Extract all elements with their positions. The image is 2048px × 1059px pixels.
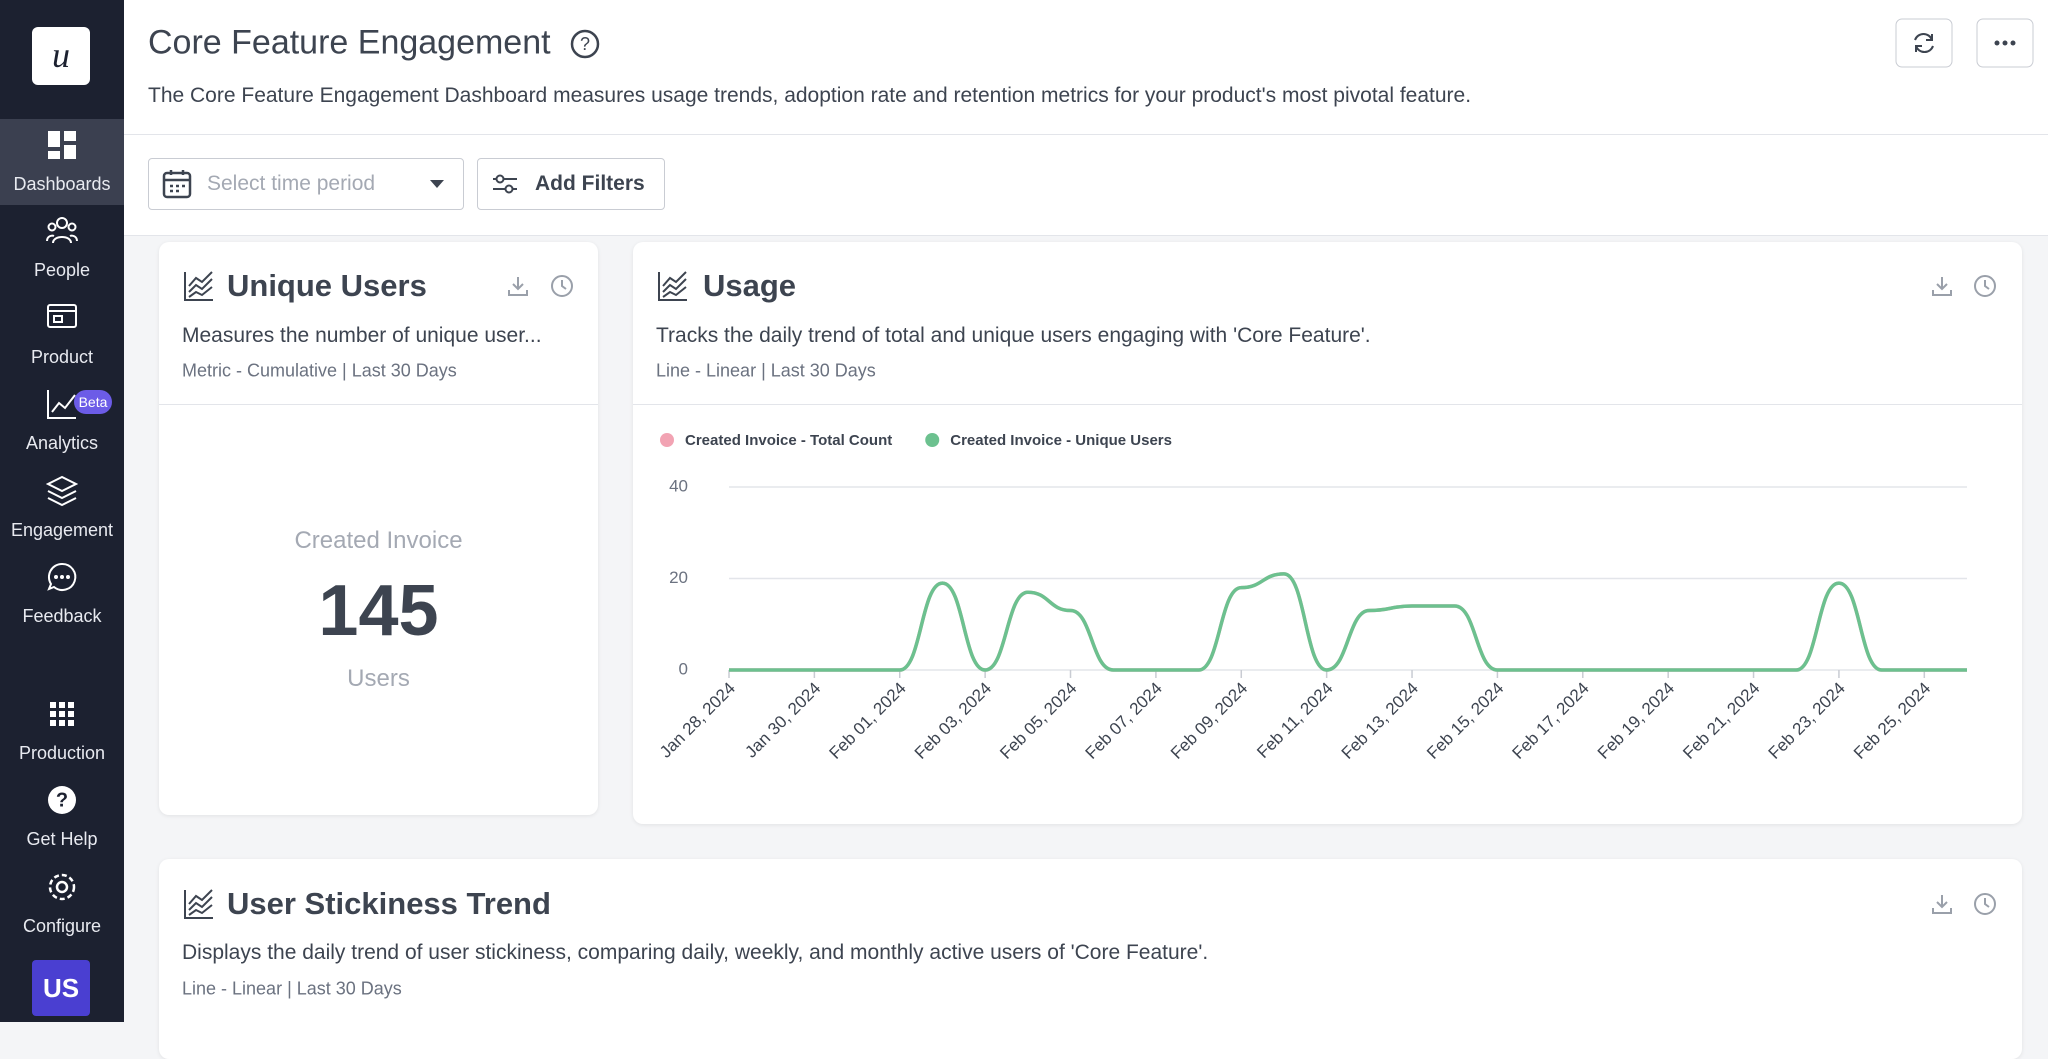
card-meta: Line - Linear | Last 30 Days: [656, 360, 876, 381]
beta-badge: Beta: [74, 390, 112, 414]
nav-label: Engagement: [10, 520, 114, 540]
metric-value: 145: [318, 571, 439, 651]
x-tick-label: Feb 09, 2024: [1167, 679, 1251, 763]
icon: [47, 390, 76, 419]
x-tick-label: Feb 05, 2024: [996, 679, 1080, 763]
logo[interactable]: u: [32, 27, 90, 85]
x-tick-label: Feb 23, 2024: [1765, 679, 1849, 763]
nav-item[interactable]: ? Get Help: [0, 774, 124, 860]
x-tick-label: Feb 15, 2024: [1423, 679, 1507, 763]
history-icon[interactable]: [1973, 892, 1997, 916]
nav-item[interactable]: Configure: [0, 861, 124, 947]
series-line: [729, 572, 1967, 672]
nav-label: Dashboards: [13, 174, 111, 194]
x-tick-label: Feb 01, 2024: [825, 679, 909, 763]
x-tick-label: Feb 07, 2024: [1082, 679, 1166, 763]
sidebar: u Dashboards People Product Analytics Be…: [0, 0, 124, 1022]
avatar[interactable]: US: [32, 960, 90, 1016]
card-description: Measures the number of unique user...: [182, 324, 542, 347]
history-icon[interactable]: [550, 274, 574, 298]
divider: [633, 404, 2022, 405]
nav-label: Production: [18, 743, 106, 763]
icon: [48, 131, 76, 159]
nav-label: Get Help: [26, 829, 98, 849]
legend-label: Created Invoice - Unique Users: [950, 432, 1172, 449]
y-tick-label: 20: [669, 568, 688, 587]
chart-card: User Stickiness Trend Displays the daily…: [159, 859, 2022, 1059]
legend-label: Created Invoice - Total Count: [685, 432, 892, 449]
legend-marker: [925, 433, 940, 447]
icon: [48, 873, 76, 901]
legend-marker: [660, 433, 674, 447]
add-filters-button[interactable]: Add Filters: [477, 158, 665, 210]
card-title: Usage: [703, 268, 797, 303]
card-meta: Line - Linear | Last 30 Days: [182, 978, 402, 999]
x-tick-label: Feb 17, 2024: [1509, 679, 1593, 763]
divider: [159, 404, 598, 405]
nav-label: Analytics: [25, 433, 99, 453]
nav-item[interactable]: Production: [0, 688, 124, 774]
download-icon[interactable]: [506, 274, 530, 298]
x-tick-label: Feb 21, 2024: [1679, 679, 1763, 763]
time-select[interactable]: Select time period: [148, 158, 464, 210]
page-description: The Core Feature Engagement Dashboard me…: [148, 84, 1472, 107]
card-description: Tracks the daily trend of total and uniq…: [656, 324, 1371, 347]
nav-item[interactable]: Dashboards: [0, 119, 124, 205]
nav-item[interactable]: Engagement: [0, 465, 124, 551]
filter-icon: [493, 174, 517, 194]
y-tick-label: 40: [669, 476, 688, 495]
metric-unit: Users: [347, 665, 410, 692]
caret: [430, 180, 444, 188]
svg-text:?: ?: [580, 34, 590, 54]
time-placeholder: Select time period: [207, 172, 376, 195]
chart-icon: [184, 889, 213, 919]
x-tick-label: Feb 11, 2024: [1253, 679, 1336, 762]
download-icon[interactable]: [1930, 274, 1954, 298]
y-tick-label: 0: [679, 659, 688, 678]
nav-label: Configure: [22, 916, 102, 936]
icon: [46, 217, 78, 244]
metric-label: Created Invoice: [294, 527, 463, 554]
refresh-button[interactable]: [1895, 18, 1953, 68]
card-description: Displays the daily trend of user stickin…: [182, 941, 1209, 964]
divider: [124, 134, 2048, 135]
calendar-icon: [162, 170, 192, 199]
download-icon[interactable]: [1930, 892, 1954, 916]
help-icon[interactable]: ?: [569, 28, 601, 60]
chart: 0 20 40 Jan 28, 2024 Jan 30, 2024 Feb 01, 202…: [656, 432, 1967, 763]
x-tick-label: Feb 25, 2024: [1850, 679, 1934, 763]
icon: [47, 562, 77, 591]
series-line: [729, 572, 1967, 672]
metric-card: Unique Users Measures the number of uniq…: [159, 242, 598, 815]
chart-icon: [658, 271, 687, 301]
chart-card: Usage Tracks the daily trend of total an…: [633, 242, 2022, 824]
add-filters-label: Add Filters: [535, 172, 645, 195]
card-title: Unique Users: [227, 268, 427, 303]
nav-item[interactable]: People: [0, 205, 124, 291]
x-tick-label: Jan 28, 2024: [656, 679, 739, 762]
icon: [47, 304, 77, 328]
x-tick-label: Feb 19, 2024: [1594, 679, 1678, 763]
nav-item[interactable]: Analytics: [0, 378, 124, 464]
icon: ?: [48, 786, 76, 814]
card-meta: Metric - Cumulative | Last 30 Days: [182, 360, 457, 381]
icon: [50, 702, 74, 726]
card-title: User Stickiness Trend: [227, 886, 551, 921]
chart-icon: [184, 271, 213, 301]
nav-label: Product: [30, 347, 94, 367]
nav-label: People: [33, 260, 91, 280]
nav-item[interactable]: Product: [0, 292, 124, 378]
page-title: Core Feature Engagement: [148, 23, 551, 62]
x-tick-label: Jan 30, 2024: [741, 679, 824, 762]
nav-label: Feedback: [22, 606, 102, 626]
x-tick-label: Feb 13, 2024: [1338, 679, 1422, 763]
svg-text:?: ?: [56, 789, 68, 811]
x-tick-label: Feb 03, 2024: [911, 679, 995, 763]
icon: [46, 475, 78, 507]
nav-item[interactable]: Feedback: [0, 551, 124, 637]
history-icon[interactable]: [1973, 274, 1997, 298]
more-button[interactable]: [1976, 18, 2034, 68]
